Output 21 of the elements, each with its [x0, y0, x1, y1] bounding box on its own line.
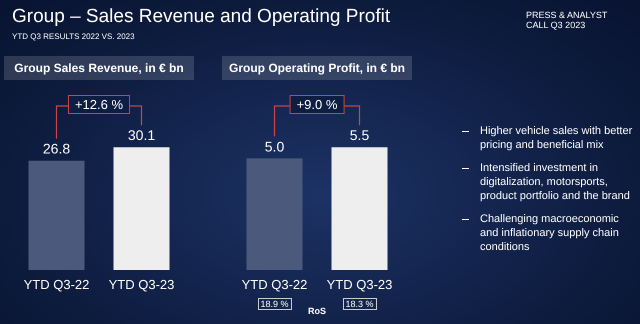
x-tick-label: YTD Q3-22 — [24, 277, 90, 292]
text: Higher vehicle sales with better pricing and beneficial mix — [479, 124, 634, 152]
x-tick-label: YTD Q3-23 — [326, 277, 392, 292]
text: Group – Sales Revenue and Operating Profit — [12, 6, 390, 28]
chart-title: Group Sales Revenue, in € bn — [4, 56, 194, 80]
text: Intensified investment in digitalization, motorsports, product portfolio and the brand — [479, 161, 631, 203]
chart-title: Group Operating Profit, in € bn — [222, 56, 412, 80]
x-tick-label: YTD Q3-22 — [242, 277, 308, 292]
text: PRESS & ANALYST CALL Q3 2023 — [526, 10, 608, 30]
text: 18.9 % — [257, 298, 292, 310]
text: Challenging macroeconomic and inflationary supply chain conditions — [479, 212, 620, 254]
data-label: 5.0 — [264, 138, 284, 154]
data-label: 30.1 — [128, 127, 156, 144]
text: 18.3 % — [342, 298, 377, 310]
text: YTD Q3 RESULTS 2022 VS. 2023 — [12, 32, 135, 41]
data-label: 26.8 — [42, 140, 70, 157]
text: +9.0 % — [290, 95, 344, 114]
data-label: 5.5 — [350, 127, 370, 144]
x-tick-label: YTD Q3-23 — [108, 277, 174, 292]
text: RoS — [308, 306, 326, 316]
text: +12.6 % — [68, 95, 130, 114]
